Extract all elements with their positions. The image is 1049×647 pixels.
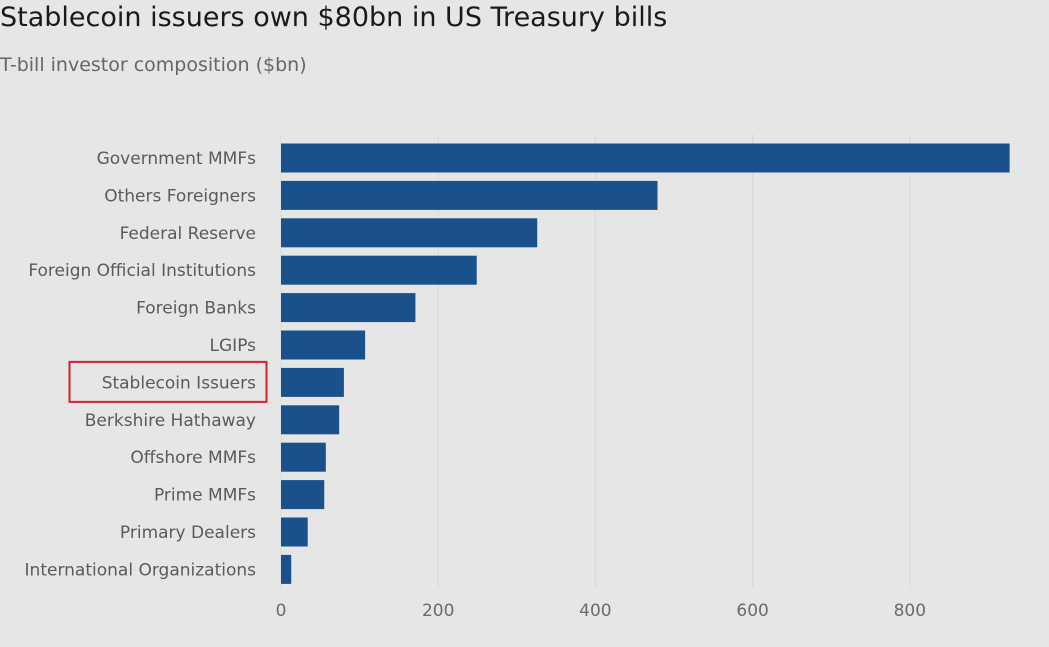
category-label: Berkshire Hathaway [85,411,256,431]
category-label: Primary Dealers [120,523,256,543]
x-tick-label: 600 [736,601,768,621]
category-label: Foreign Banks [136,299,256,319]
category-label: Government MMFs [97,149,257,169]
x-axis-ticks: 0 200 400 600 800 [276,601,926,621]
category-labels: Government MMFs Others Foreigners Federal … [25,149,257,580]
category-label: Others Foreigners [104,186,256,206]
x-tick-label: 200 [422,601,454,621]
bar-berkshire-hathaway [281,405,340,435]
bar-international-organizations [281,554,292,584]
category-label: International Organizations [25,560,257,580]
highlight-box [68,360,268,403]
x-tick-label: 800 [894,601,926,621]
bar-others-foreigners [281,180,658,210]
category-label: Prime MMFs [154,486,256,506]
bars [281,143,1010,584]
bar-prime-mmfs [281,480,325,510]
bar-government-mmfs [281,143,1010,173]
bar-offshore-mmfs [281,442,326,472]
highlight [68,360,268,403]
bar-stablecoin-issuers [281,367,344,397]
chart-title: Stablecoin issuers own $80bn in US Treas… [0,2,668,33]
bar-primary-dealers [281,517,308,547]
bar-federal-reserve [281,218,538,248]
bar-foreign-banks [281,293,416,323]
x-tick-label: 400 [579,601,611,621]
category-label: Offshore MMFs [130,448,256,468]
bar-foreign-official-institutions [281,255,477,285]
category-label: Stablecoin Issuers [102,373,256,393]
category-label: Federal Reserve [120,224,256,244]
x-tick-label: 0 [276,601,287,621]
chart-subtitle: T-bill investor composition ($bn) [0,54,307,76]
category-label: LGIPs [210,336,257,356]
category-label: Foreign Official Institutions [28,261,256,281]
bar-lgips [281,330,366,360]
